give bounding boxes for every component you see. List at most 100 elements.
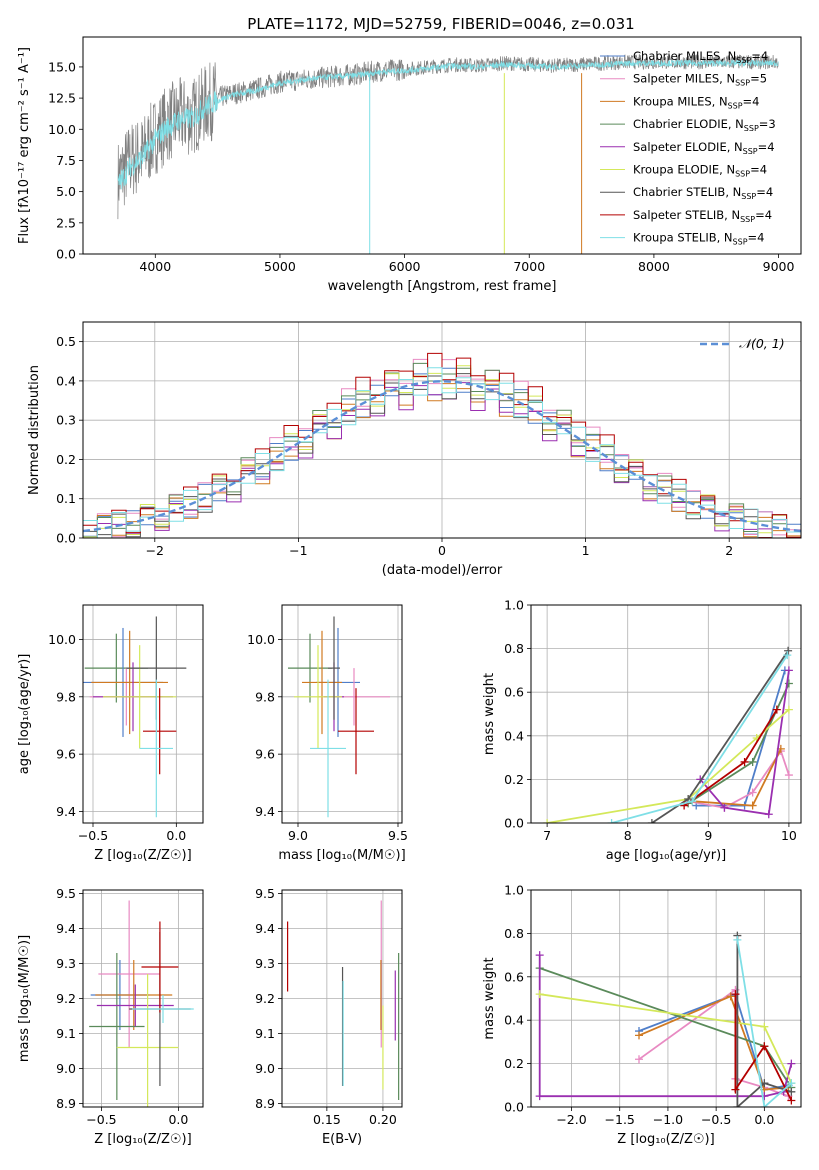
plus-marker [787,1059,796,1068]
axes-frame [82,604,204,824]
y-axis-label: mass [log₁₀(M/M☉)] [17,935,32,1062]
y-tick-label: 9.4 [56,921,76,936]
y-tick-label: 0.0 [56,531,76,546]
plus-marker [688,797,697,806]
residuals-panel: −2 −1 0 1 2 0.0 0.1 0.2 0.3 0.4 0.5 (data-model)/er… [27,321,802,578]
plus-marker [731,1085,740,1094]
y-tick-label: 15.0 [48,59,76,74]
y-tick-label: 0.0 [56,247,76,262]
y-tick-label: 1.0 [504,598,524,613]
y-tick-label: 9.2 [56,991,76,1006]
plot-area [83,616,187,818]
y-tick-label: 9.3 [56,956,76,971]
legend-label: Salpeter MILES, NSSP=5 [633,72,767,88]
y-tick-label: 7.5 [56,153,76,168]
plot-area [89,900,194,1107]
plus-marker [787,1087,796,1096]
y-tick-label: 0.0 [504,1100,524,1115]
weight-line-Salpeter STELIB [734,994,793,1101]
x-tick-label: 0.20 [369,1112,397,1127]
y-tick-label: 2.5 [56,215,76,230]
y-tick-label: 0.8 [504,641,524,656]
x-tick-label: 8000 [638,259,670,274]
axes-frame [530,604,802,824]
y-tick-label: 0.0 [504,816,524,831]
x-tick-label: −1 [289,543,307,558]
plus-marker [784,705,793,714]
plus-marker [733,1103,742,1107]
axes-frame [82,889,204,1108]
figure-title: PLATE=1172, MJD=52759, FIBERID=0046, z=0… [247,15,634,33]
plus-marker [647,819,656,823]
y-tick-label: 10.0 [48,632,76,647]
y-tick-label: 9.4 [255,921,275,936]
x-axis-label: Z [log₁₀(Z/Z☉)] [94,1132,191,1147]
plus-marker [607,819,616,823]
age-vs-metallicity-panel: −0.5 0.0 9.4 9.6 9.8 10.0 Z [log₁₀(Z/Z☉)] age [… [17,604,204,863]
y-tick-label: 0.4 [56,373,76,388]
plus-marker [733,935,742,944]
x-tick-label: −0.5 [86,1112,116,1127]
plot-area [535,931,796,1107]
x-tick-label: 8 [624,828,632,843]
plot-area [543,646,793,823]
y-tick-label: 9.2 [255,991,275,1006]
plus-marker [731,990,740,999]
y-tick-label: 8.9 [255,1096,275,1111]
x-tick-label: 10 [781,828,797,843]
axes-frame [530,889,802,1108]
y-tick-label: 9.8 [255,689,275,704]
y-tick-label: 9.4 [56,804,76,819]
x-axis-label: age [log₁₀(age/yr)] [606,848,727,863]
plus-marker [543,819,552,823]
mass-vs-extinction-panel: 0.15 0.20 8.9 9.0 9.1 9.2 9.3 9.4 9.5 E(B-V) [255,886,403,1147]
x-tick-label: 9000 [763,259,795,274]
x-tick-label: 7 [543,828,551,843]
y-tick-label: 9.4 [255,804,275,819]
y-tick-label: 10.0 [247,632,275,647]
y-tick-label: 9.0 [255,1061,275,1076]
plus-marker [760,1042,769,1051]
y-tick-label: 0.8 [504,926,524,941]
x-tick-label: −2.0 [556,1112,586,1127]
y-axis-label: age [log₁₀(age/yr)] [17,654,32,775]
legend-label: Salpeter STELIB, NSSP=4 [633,208,772,224]
plus-marker [784,771,793,780]
x-tick-label: 4000 [139,259,171,274]
plot-area [288,616,390,818]
plus-marker [535,990,544,999]
y-tick-label: 9.5 [56,886,76,901]
axes-frame [82,36,802,255]
plus-marker [784,666,793,675]
legend-label: Chabrier MILES, NSSP=4 [633,49,768,65]
normal-reference-curve [83,380,801,533]
y-tick-label: 0.5 [56,334,76,349]
x-tick-label: 1 [582,543,590,558]
y-axis-label: Normed distribution [27,365,42,495]
plus-marker [760,1079,769,1088]
x-tick-label: 5000 [264,259,296,274]
y-tick-label: 9.5 [255,886,275,901]
x-tick-label: −1.5 [605,1112,635,1127]
x-tick-label: 0.0 [168,1112,188,1127]
x-axis-label: E(B-V) [322,1132,362,1147]
x-tick-label: 0 [438,543,446,558]
weight-line-Chabrier STELIB [736,935,792,1107]
y-tick-label: 9.6 [255,747,275,762]
plus-marker [535,1092,544,1101]
y-axis-label: Flux [fλ10⁻¹⁷ erg cm⁻² s⁻¹ A⁻¹] [17,47,32,244]
y-tick-label: 9.3 [255,956,275,971]
y-axis-label: mass weight [482,673,497,755]
y-tick-label: 0.2 [504,1056,524,1071]
legend-label: Chabrier ELODIE, NSSP=3 [633,117,776,133]
spectrum-panel: 4000 5000 6000 7000 8000 9000 0.0 2.5 5.0 7.5 10.0… [17,36,802,294]
x-axis-label: (data-model)/error [382,563,503,578]
y-tick-label: 0.4 [504,728,524,743]
x-tick-label: 9.0 [288,828,308,843]
plot-area [287,900,400,1100]
plus-marker [764,810,773,819]
y-tick-label: 0.2 [504,772,524,787]
plus-marker [783,651,792,660]
legend-label: Chabrier STELIB, NSSP=4 [633,185,773,201]
y-tick-label: 9.1 [255,1026,275,1041]
